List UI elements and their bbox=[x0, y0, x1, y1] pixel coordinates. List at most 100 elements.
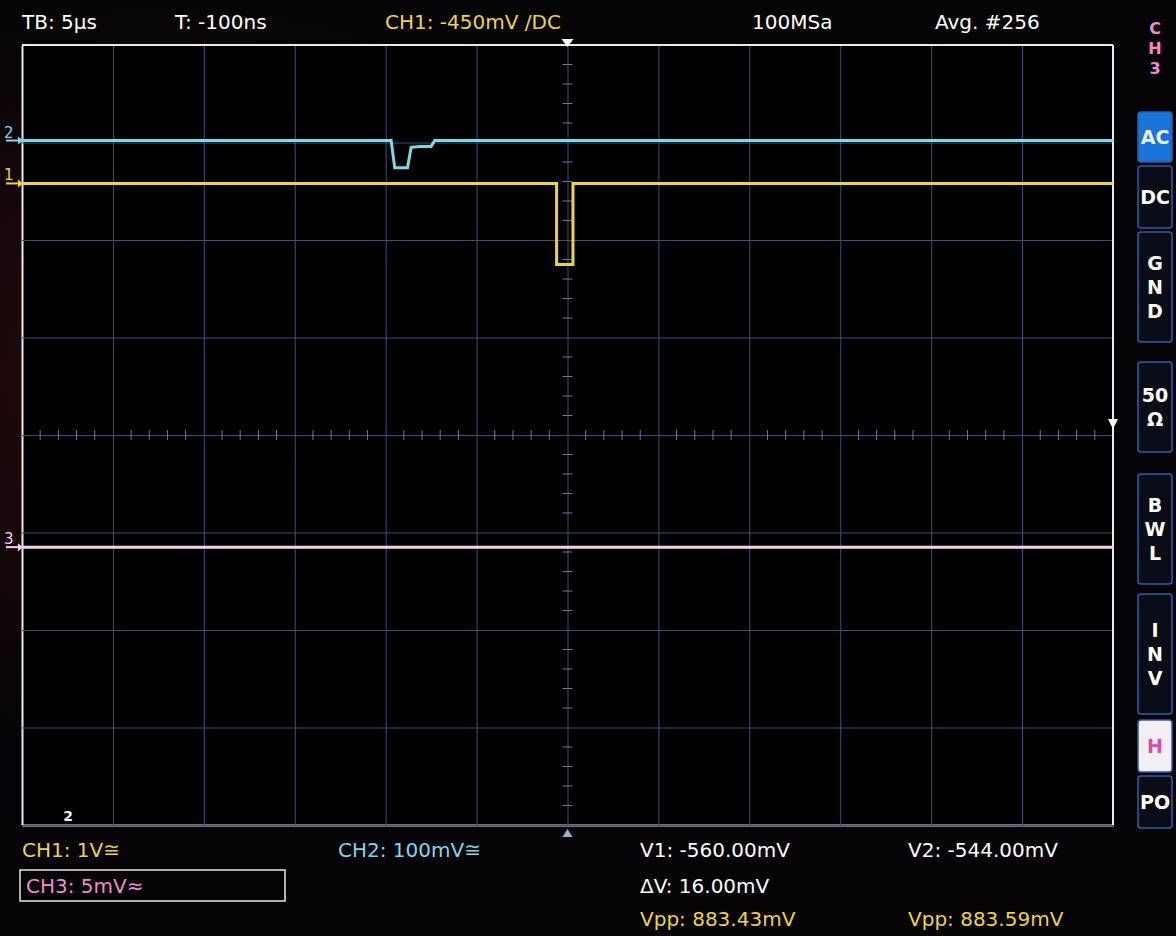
center-cross bbox=[40, 65, 1095, 806]
minor-tick bbox=[349, 430, 350, 440]
trace bbox=[22, 141, 1113, 168]
minor-tick bbox=[622, 430, 623, 440]
minor-tick bbox=[1094, 430, 1095, 440]
tick bbox=[1113, 45, 1114, 825]
footer-text: Vpp: 883.59mV bbox=[908, 907, 1064, 931]
annotation: 2 bbox=[63, 808, 73, 824]
grid-line bbox=[22, 338, 1113, 339]
grid-line bbox=[22, 630, 1113, 631]
minor-tick bbox=[563, 708, 573, 709]
traces bbox=[22, 141, 1113, 548]
menu-button[interactable] bbox=[1138, 232, 1172, 342]
background bbox=[0, 0, 1176, 936]
channel-arrow bbox=[6, 140, 18, 142]
menu-button[interactable] bbox=[1138, 166, 1172, 228]
minor-tick bbox=[563, 766, 573, 767]
minor-tick bbox=[1040, 430, 1041, 440]
minor-tick bbox=[563, 201, 573, 202]
trigger-marker bbox=[562, 39, 574, 47]
channel-arrow-head bbox=[18, 543, 23, 551]
tick bbox=[22, 143, 1113, 144]
minor-tick bbox=[563, 591, 573, 592]
channel-arrow-head bbox=[18, 137, 23, 145]
x-axis bbox=[23, 45, 1114, 826]
menu-label[interactable]: INV bbox=[1147, 619, 1163, 689]
minor-tick bbox=[563, 318, 573, 319]
menu-label[interactable]: H bbox=[1147, 735, 1163, 757]
grid-line bbox=[1113, 45, 1114, 825]
minor-tick bbox=[131, 430, 132, 440]
minor-tick bbox=[563, 513, 573, 514]
minor-tick bbox=[1058, 430, 1059, 440]
menu-label[interactable]: AC bbox=[1141, 126, 1170, 148]
minor-tick bbox=[367, 430, 368, 440]
header-text: T: -100ns bbox=[174, 10, 267, 34]
minor-tick bbox=[563, 357, 573, 358]
menu-button[interactable] bbox=[1138, 474, 1172, 584]
channel-arrow-head bbox=[18, 179, 23, 187]
menu-button[interactable] bbox=[1138, 112, 1172, 162]
minor-tick bbox=[563, 162, 573, 163]
minor-tick bbox=[894, 430, 895, 440]
minor-tick bbox=[1003, 430, 1004, 440]
minor-tick bbox=[585, 430, 586, 440]
menu-button[interactable] bbox=[1138, 776, 1172, 828]
minor-tick bbox=[822, 430, 823, 440]
frame-right bbox=[1112, 45, 1114, 825]
trace bbox=[22, 183, 1113, 264]
menu-label[interactable]: BWL bbox=[1145, 494, 1166, 564]
minor-tick bbox=[563, 415, 573, 416]
menu-button[interactable] bbox=[1138, 594, 1172, 714]
minor-tick bbox=[803, 430, 804, 440]
minor-tick bbox=[563, 376, 573, 377]
menu-label[interactable]: PO bbox=[1140, 791, 1170, 813]
minor-tick bbox=[222, 430, 223, 440]
tick bbox=[22, 728, 1113, 729]
menu-button[interactable] bbox=[1138, 720, 1172, 772]
minor-tick bbox=[440, 430, 441, 440]
minor-tick bbox=[563, 474, 573, 475]
minor-tick bbox=[1076, 430, 1077, 440]
minor-tick bbox=[563, 220, 573, 221]
grid-line bbox=[22, 825, 1113, 826]
minor-tick bbox=[149, 430, 150, 440]
minor-tick bbox=[331, 430, 332, 440]
menu-label[interactable]: GND bbox=[1147, 252, 1163, 322]
footer-text: CH1: 1V≅ bbox=[22, 838, 120, 862]
minor-tick bbox=[563, 64, 573, 65]
level-marker bbox=[1108, 419, 1118, 429]
minor-tick bbox=[167, 430, 168, 440]
minor-tick bbox=[563, 279, 573, 280]
tick bbox=[22, 338, 1113, 339]
minor-tick bbox=[563, 786, 573, 787]
header-text: CH1: -450mV /DC bbox=[385, 10, 561, 34]
menu-label[interactable]: 50Ω bbox=[1142, 384, 1168, 430]
minor-tick bbox=[563, 84, 573, 85]
bottom-marker bbox=[563, 829, 573, 837]
grid-line bbox=[22, 533, 1113, 534]
header-text: Avg. #256 bbox=[935, 10, 1040, 34]
minor-tick bbox=[603, 430, 604, 440]
menu-button[interactable] bbox=[1138, 362, 1172, 452]
minor-tick bbox=[712, 430, 713, 440]
channel-marker: 3 bbox=[4, 530, 23, 551]
footer-text: CH2: 100mV≅ bbox=[338, 838, 481, 862]
minor-tick bbox=[563, 454, 573, 455]
channel-arrow bbox=[6, 546, 18, 548]
minor-tick bbox=[563, 103, 573, 104]
minor-tick bbox=[858, 430, 859, 440]
minor-tick bbox=[40, 430, 41, 440]
minor-tick bbox=[563, 747, 573, 748]
minor-tick bbox=[563, 552, 573, 553]
menu-label[interactable]: DC bbox=[1140, 186, 1170, 208]
header-text: TB: 5µs bbox=[21, 10, 97, 34]
minor-tick bbox=[563, 181, 573, 182]
menu-title: CH3 bbox=[1148, 19, 1161, 78]
minor-tick bbox=[785, 430, 786, 440]
minor-tick bbox=[563, 123, 573, 124]
minor-tick bbox=[676, 430, 677, 440]
tick bbox=[22, 630, 1113, 631]
channel-label: 3 bbox=[4, 530, 14, 548]
channel-marker: 1 bbox=[4, 166, 23, 187]
channel-arrow bbox=[6, 182, 18, 184]
